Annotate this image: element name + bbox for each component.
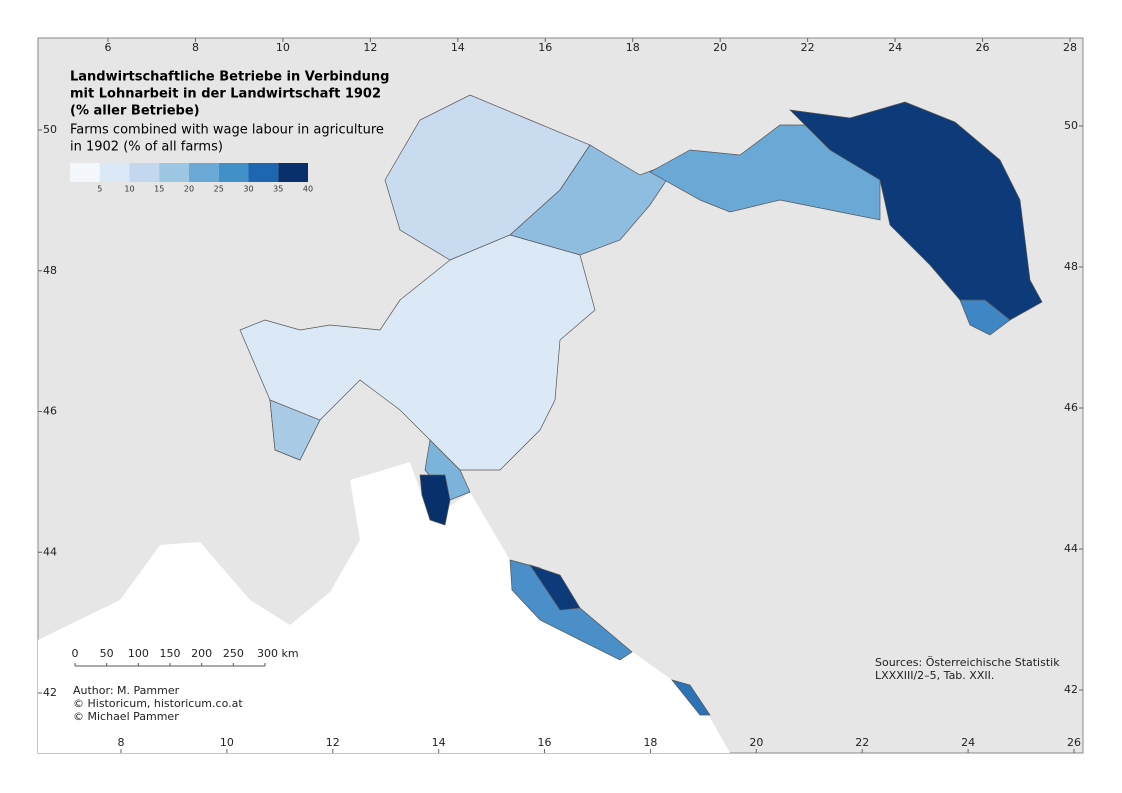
author-block: Author: M. Pammer © Historicum, historic… — [73, 656, 1060, 723]
scale-label: 150 — [160, 647, 181, 660]
scale-label: 50 — [100, 647, 114, 660]
legend-swatch — [159, 163, 189, 182]
tick-label: 26 — [1067, 736, 1081, 749]
tick-label: 20 — [713, 41, 727, 54]
subtitle-line: Farms combined with wage labour in agric… — [70, 123, 384, 138]
tick-label: 8 — [192, 41, 199, 54]
tick-label: 12 — [326, 736, 340, 749]
tick-label: 28 — [1063, 41, 1077, 54]
tick-label: 16 — [538, 41, 552, 54]
region — [269, 399, 321, 461]
region — [529, 564, 581, 611]
legend-swatch — [70, 163, 100, 182]
tick-label: 50 — [43, 123, 57, 136]
legend-swatch — [99, 163, 130, 182]
legend-swatch — [129, 163, 160, 182]
tick-label: 16 — [538, 736, 552, 749]
scale-label: 200 — [191, 647, 212, 660]
title-block: Landwirtschaftliche Betriebe in Verbindu… — [70, 70, 390, 155]
legend-swatch — [278, 163, 308, 182]
tick-label: 24 — [961, 736, 975, 749]
tick-label: 26 — [976, 41, 990, 54]
region — [789, 101, 1043, 321]
tick-label: 44 — [1064, 542, 1078, 555]
sea — [38, 462, 730, 753]
scale-label: 100 — [128, 647, 149, 660]
author-line: © Historicum, historicum.co.at — [73, 697, 243, 710]
title-line: mit Lohnarbeit in der Landwirtschaft 190… — [70, 87, 381, 102]
author-line: Author: M. Pammer — [73, 684, 180, 697]
tick-label: 46 — [1064, 401, 1078, 414]
region — [239, 234, 596, 471]
scale-label: 250 — [223, 647, 244, 660]
region — [424, 439, 471, 501]
tick-label: 12 — [363, 41, 377, 54]
tick-label: 24 — [888, 41, 902, 54]
legend-swatch — [248, 163, 279, 182]
legend-label: 5 — [97, 185, 102, 194]
tick-label: 48 — [1064, 260, 1078, 273]
legend-label: 35 — [273, 185, 283, 194]
legend-label: 10 — [124, 185, 134, 194]
tick-label: 46 — [43, 405, 57, 418]
region — [649, 124, 881, 221]
legend-label: 30 — [243, 185, 253, 194]
tick-label: 14 — [432, 736, 446, 749]
source-line: Sources: Österreichische Statistik — [875, 656, 1060, 669]
legend-swatch — [218, 163, 249, 182]
scale-label: 0 — [72, 647, 79, 660]
source-line: LXXXIII/2–5, Tab. XXII. — [875, 669, 994, 682]
scale-label: 300 km — [257, 647, 299, 660]
tick-label: 10 — [276, 41, 290, 54]
tick-label: 50 — [1064, 119, 1078, 132]
legend-label: 40 — [303, 185, 313, 194]
legend-label: 15 — [154, 185, 164, 194]
tick-label: 22 — [855, 736, 869, 749]
tick-label: 14 — [451, 41, 465, 54]
region — [671, 679, 711, 716]
title-line: (% aller Betriebe) — [70, 104, 200, 119]
tick-label: 10 — [220, 736, 234, 749]
author-line: © Michael Pammer — [73, 710, 179, 723]
region — [959, 299, 1011, 336]
tick-label: 18 — [626, 41, 640, 54]
tick-label: 42 — [1064, 683, 1078, 696]
tick-label: 48 — [43, 264, 57, 277]
title-line: Landwirtschaftliche Betriebe in Verbindu… — [70, 70, 390, 85]
region — [419, 474, 451, 526]
tick-label: 20 — [749, 736, 763, 749]
tick-label: 42 — [43, 686, 57, 699]
legend-label: 20 — [184, 185, 194, 194]
tick-label: 44 — [43, 545, 57, 558]
tick-label: 18 — [643, 736, 657, 749]
tick-label: 8 — [118, 736, 125, 749]
regions — [239, 94, 1043, 716]
legend-label: 25 — [214, 185, 224, 194]
tick-label: 22 — [801, 41, 815, 54]
subtitle-line: in 1902 (% of all farms) — [70, 140, 223, 155]
legend-swatch — [189, 163, 219, 182]
tick-label: 6 — [105, 41, 112, 54]
